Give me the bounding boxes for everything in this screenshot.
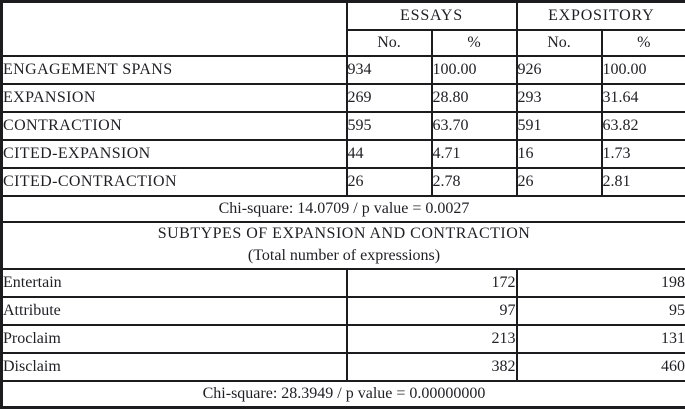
cell-value: 100.00 [602,56,685,84]
row-label: CONTRACTION [2,112,347,140]
table-row: CITED-CONTRACTION 26 2.78 26 2.81 [2,168,685,196]
header-empty-cell [2,2,347,56]
cell-value: 95 [517,297,685,325]
row-label: CITED-EXPANSION [2,140,347,168]
row-label: Disclaim [2,353,347,381]
column-group-essays: ESSAYS [347,2,517,30]
cell-value: 382 [347,353,517,381]
cell-value: 131 [517,325,685,353]
table-row: Entertain 172 198 [2,269,685,297]
row-label: Proclaim [2,325,347,353]
table-row: CITED-EXPANSION 44 4.71 16 1.73 [2,140,685,168]
cell-value: 63.70 [432,112,517,140]
cell-value: 97 [347,297,517,325]
cell-value: 172 [347,269,517,297]
column-group-expository: EXPOSITORY [517,2,685,30]
table-row: ENGAGEMENT SPANS 934 100.00 926 100.00 [2,56,685,84]
column-header-expository-no: No. [517,30,602,56]
cell-value: 293 [517,84,602,112]
cell-value: 926 [517,56,602,84]
cell-value: 934 [347,56,432,84]
column-header-expository-pct: % [602,30,685,56]
column-header-essays-no: No. [347,30,432,56]
row-label: Entertain [2,269,347,297]
subtypes-title: SUBTYPES OF EXPANSION AND CONTRACTION [3,223,685,245]
subtypes-header-row: SUBTYPES OF EXPANSION AND CONTRACTION (T… [2,222,685,269]
table-row: EXPANSION 269 28.80 293 31.64 [2,84,685,112]
cell-value: 591 [517,112,602,140]
cell-value: 460 [517,353,685,381]
cell-value: 1.73 [602,140,685,168]
cell-value: 26 [517,168,602,196]
table-row: Proclaim 213 131 [2,325,685,353]
cell-value: 63.82 [602,112,685,140]
row-label: CITED-CONTRACTION [2,168,347,196]
column-header-essays-pct: % [432,30,517,56]
subtypes-subtitle: (Total number of expressions) [3,245,685,267]
table-row: CONTRACTION 595 63.70 591 63.82 [2,112,685,140]
cell-value: 213 [347,325,517,353]
header-group-row: ESSAYS EXPOSITORY [2,2,685,30]
cell-value: 4.71 [432,140,517,168]
row-label: EXPANSION [2,84,347,112]
cell-value: 28.80 [432,84,517,112]
chi-square-top-text: Chi-square: 14.0709 / p value = 0.0027 [2,196,685,222]
cell-value: 269 [347,84,432,112]
cell-value: 198 [517,269,685,297]
cell-value: 100.00 [432,56,517,84]
cell-value: 44 [347,140,432,168]
cell-value: 2.81 [602,168,685,196]
table-row: Disclaim 382 460 [2,353,685,381]
cell-value: 595 [347,112,432,140]
cell-value: 31.64 [602,84,685,112]
row-label: Attribute [2,297,347,325]
row-label: ENGAGEMENT SPANS [2,56,347,84]
cell-value: 26 [347,168,432,196]
chi-square-bottom-text: Chi-square: 28.3949 / p value = 0.000000… [2,381,685,408]
subtypes-section-header: SUBTYPES OF EXPANSION AND CONTRACTION (T… [2,222,685,269]
chi-square-bottom-row: Chi-square: 28.3949 / p value = 0.000000… [2,381,685,408]
chi-square-top-row: Chi-square: 14.0709 / p value = 0.0027 [2,196,685,222]
cell-value: 2.78 [432,168,517,196]
table-row: Attribute 97 95 [2,297,685,325]
cell-value: 16 [517,140,602,168]
